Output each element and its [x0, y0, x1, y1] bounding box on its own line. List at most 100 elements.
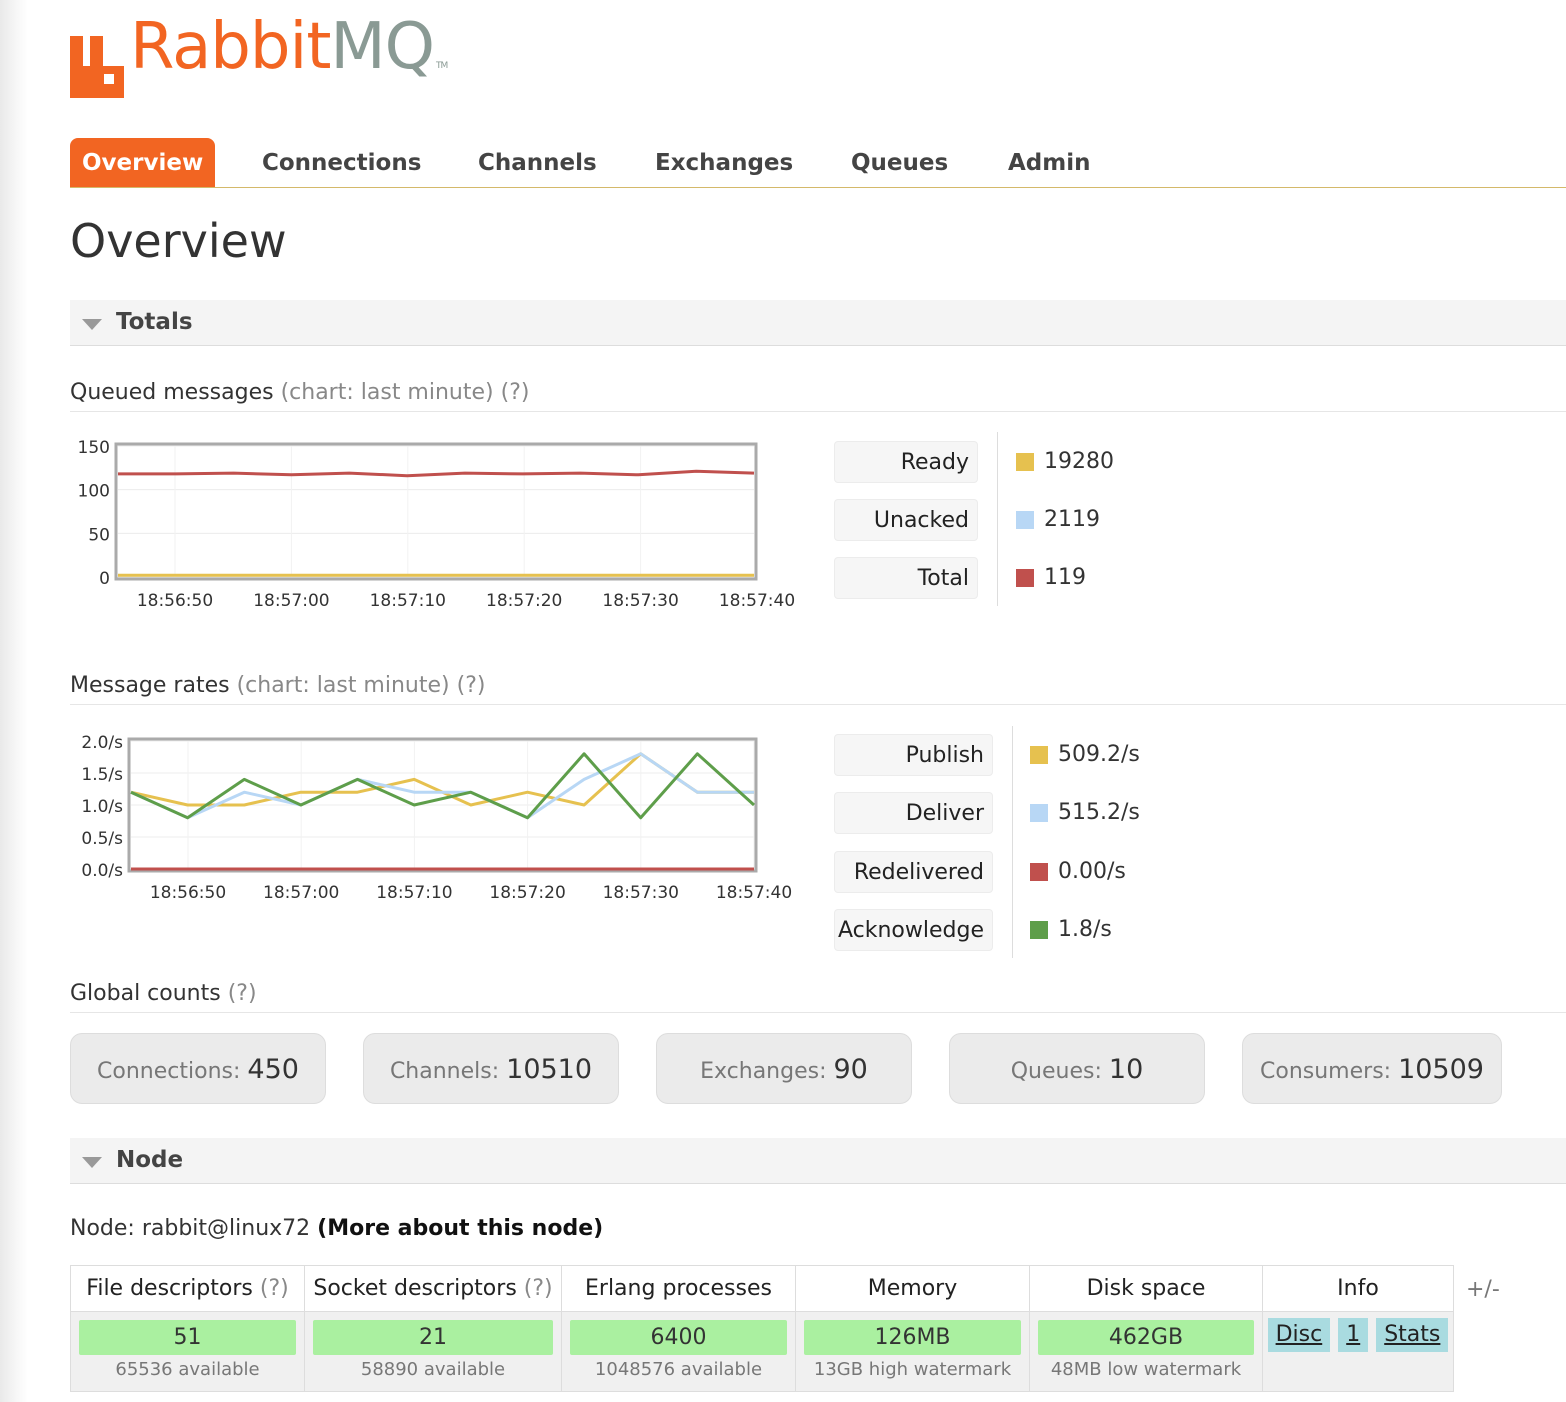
sd-header-text: Socket descriptors: [313, 1276, 517, 1301]
x-tick-label: 18:57:40: [719, 591, 795, 611]
legend-acknowledge-value: 1.8/s: [1030, 909, 1112, 951]
toggle-columns-link[interactable]: +/-: [1466, 1277, 1500, 1302]
rates-help-link[interactable]: (?): [456, 673, 486, 698]
legend-ready-value: 19280: [1016, 441, 1114, 483]
count-channels-label: Channels:: [389, 1059, 500, 1084]
unacked-value-text: 2119: [1044, 507, 1100, 532]
x-tick-label: 18:57:30: [603, 883, 679, 903]
erlang-usage-bar: 6400: [570, 1320, 787, 1355]
cell-info: Disc 1 Stats: [1262, 1311, 1454, 1392]
count-channels-button[interactable]: Channels: 10510: [363, 1033, 619, 1104]
rabbit-logo-icon: [70, 36, 124, 98]
legend-publish-label: Publish: [834, 734, 993, 776]
count-connections-button[interactable]: Connections: 450: [70, 1033, 326, 1104]
redelivered-value-text: 0.00/s: [1058, 859, 1126, 884]
sd-help-link[interactable]: (?): [523, 1276, 553, 1301]
x-tick-label: 18:57:10: [370, 591, 446, 611]
tab-overview[interactable]: Overview: [70, 138, 216, 187]
rates-legend-divider: [1012, 726, 1013, 958]
x-tick-label: 18:56:50: [150, 883, 226, 903]
cell-disk-space: 462GB 48MB low watermark: [1029, 1311, 1263, 1392]
totals-section-toggle[interactable]: Totals: [70, 300, 1566, 346]
count-connections-value: 450: [247, 1054, 299, 1085]
unacked-swatch-icon: [1016, 511, 1034, 529]
acknowledge-swatch-icon: [1030, 921, 1048, 939]
total-value-text: 119: [1044, 565, 1086, 590]
count-queues-button[interactable]: Queues: 10: [949, 1033, 1205, 1104]
total-swatch-icon: [1016, 569, 1034, 587]
fd-help-link[interactable]: (?): [259, 1276, 289, 1301]
node-section-title: Node: [116, 1147, 184, 1173]
cell-file-descriptors: 51 65536 available: [70, 1311, 305, 1392]
legend-redelivered-label: Redelivered: [834, 851, 993, 893]
global-counts-title: Global counts: [70, 981, 221, 1006]
x-tick-label: 18:57:40: [716, 883, 792, 903]
global-counts-help-link[interactable]: (?): [227, 981, 257, 1006]
legend-ready-label: Ready: [834, 441, 978, 483]
header-socket-descriptors: Socket descriptors (?): [304, 1265, 562, 1312]
message-rates-chart: 2.0/s 1.5/s 1.0/s 0.5/s 0.0/s 18:56:50 18:57:…: [81, 733, 792, 903]
info-count-badge[interactable]: 1: [1338, 1318, 1369, 1352]
x-tick-label: 18:57:30: [602, 591, 678, 611]
rates-chart-range[interactable]: (chart: last minute): [236, 673, 450, 698]
fd-available: 65536 available: [115, 1359, 260, 1380]
acknowledge-value-text: 1.8/s: [1058, 917, 1112, 942]
info-disc-badge[interactable]: Disc: [1267, 1318, 1331, 1352]
sd-usage-bar: 21: [313, 1320, 553, 1355]
node-section-toggle[interactable]: Node: [70, 1138, 1566, 1184]
series-line-total: [118, 469, 755, 478]
y-tick-label: 0.5/s: [81, 829, 123, 849]
tab-admin[interactable]: Admin: [1008, 150, 1091, 176]
x-tick-label: 18:56:50: [137, 591, 213, 611]
global-counts-heading: Global counts (?): [70, 981, 1566, 1013]
queued-plot-border: [114, 442, 758, 581]
cell-memory: 126MB 13GB high watermark: [795, 1311, 1030, 1392]
count-channels-value: 10510: [506, 1054, 593, 1085]
page-title: Overview: [70, 214, 287, 268]
redelivered-swatch-icon: [1030, 863, 1048, 881]
tab-exchanges[interactable]: Exchanges: [655, 150, 794, 176]
y-tick-label: 0: [99, 569, 110, 589]
memory-watermark: 13GB high watermark: [813, 1359, 1012, 1380]
info-stats-badge[interactable]: Stats: [1376, 1318, 1449, 1352]
series-line-acknowledge: [130, 752, 756, 820]
disk-usage-bar: 462GB: [1038, 1320, 1254, 1355]
logo-tm-text: TM: [436, 61, 448, 71]
tab-channels[interactable]: Channels: [478, 150, 597, 176]
queued-help-link[interactable]: (?): [500, 380, 530, 405]
message-rates-title: Message rates: [70, 673, 230, 698]
queued-chart-range[interactable]: (chart: last minute): [280, 380, 494, 405]
sd-available: 58890 available: [360, 1359, 506, 1380]
totals-section-title: Totals: [116, 309, 193, 335]
count-queues-value: 10: [1108, 1054, 1144, 1085]
rates-plot-border: [127, 737, 758, 873]
count-consumers-label: Consumers:: [1260, 1059, 1392, 1084]
fd-header-text: File descriptors: [86, 1276, 253, 1301]
count-queues-label: Queues:: [1010, 1059, 1102, 1084]
rabbitmq-logo: RabbitMQ TM: [70, 15, 448, 98]
erlang-available: 1048576 available: [594, 1359, 763, 1380]
series-line-deliver: [130, 752, 754, 820]
count-exchanges-button[interactable]: Exchanges: 90: [656, 1033, 912, 1104]
node-prefix: Node:: [70, 1216, 142, 1241]
header-disk-space: Disk space: [1029, 1265, 1263, 1312]
cell-socket-descriptors: 21 58890 available: [304, 1311, 562, 1392]
y-tick-label: 50: [88, 525, 110, 545]
header-info: Info: [1262, 1265, 1454, 1312]
queued-messages-chart: 150 100 50 0 18:56:50 18:57:00 18:57:10 18:57:…: [78, 438, 796, 611]
x-tick-label: 18:57:20: [486, 591, 562, 611]
more-about-node-link[interactable]: (More about this node): [317, 1216, 604, 1241]
count-consumers-value: 10509: [1398, 1054, 1484, 1085]
tab-queues[interactable]: Queues: [851, 150, 949, 176]
count-consumers-button[interactable]: Consumers: 10509: [1242, 1033, 1502, 1104]
cell-erlang-processes: 6400 1048576 available: [561, 1311, 796, 1392]
legend-publish-value: 509.2/s: [1030, 734, 1140, 776]
x-tick-label: 18:57:10: [376, 883, 452, 903]
header-memory: Memory: [795, 1265, 1030, 1312]
y-tick-label: 150: [78, 438, 110, 458]
tab-connections[interactable]: Connections: [262, 150, 422, 176]
legend-unacked-label: Unacked: [834, 499, 978, 541]
y-tick-label: 2.0/s: [81, 733, 123, 753]
count-connections-label: Connections:: [97, 1059, 241, 1084]
logo-rabbit-text: Rabbit: [130, 10, 331, 84]
